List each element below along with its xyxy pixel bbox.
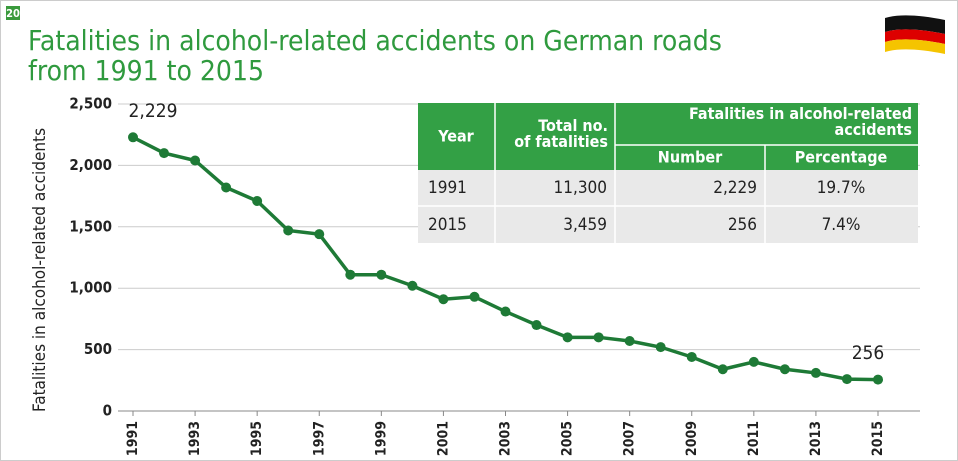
x-tick-label: 1995 <box>249 421 265 456</box>
table-header-line: Fatalities in alcohol-related <box>689 104 912 123</box>
table-header-bg <box>418 103 918 170</box>
table-cell: 2015 <box>428 215 467 235</box>
table-cell: 7.4% <box>822 215 861 235</box>
table-header: Fatalities in alcohol-related accidents <box>689 104 912 139</box>
marker <box>438 294 449 305</box>
x-tick-label: 2009 <box>684 421 700 456</box>
chart-title: Fatalities in alcohol-related accidents … <box>28 24 722 57</box>
marker <box>717 364 728 375</box>
marker <box>376 269 387 280</box>
table-cell: 3,459 <box>563 215 607 235</box>
marker <box>283 225 294 236</box>
marker <box>562 332 573 343</box>
marker <box>624 336 635 347</box>
y-tick-label: 2,500 <box>69 95 112 113</box>
marker <box>655 342 666 353</box>
y-tick-label: 0 <box>103 402 112 420</box>
marker <box>469 291 480 302</box>
marker <box>407 280 418 291</box>
marker <box>841 374 852 385</box>
table-cell: 1991 <box>428 178 467 198</box>
y-tick-label: 500 <box>84 340 112 358</box>
data-label: 2,229 <box>129 100 178 122</box>
x-tick-label: 2001 <box>435 421 451 456</box>
y-tick-label: 2,000 <box>69 156 112 174</box>
x-tick-label: 2007 <box>622 421 638 456</box>
table-cell: 256 <box>728 215 757 235</box>
table-header: Percentage <box>795 148 888 167</box>
table-header: Number <box>658 148 723 167</box>
table-header-line: of fatalities <box>514 132 608 151</box>
marker <box>221 182 232 193</box>
y-tick-label: 1,000 <box>69 279 112 297</box>
badge-box <box>6 6 20 20</box>
data-label: 256 <box>852 342 885 364</box>
marker <box>314 229 325 240</box>
marker <box>779 364 790 375</box>
marker <box>252 196 263 207</box>
table-cell: 19.7% <box>817 178 866 198</box>
x-tick-label: 1997 <box>311 421 327 456</box>
table-header: Year <box>437 127 474 146</box>
marker <box>190 155 201 166</box>
table-header: Total no. of fatalities <box>514 116 608 151</box>
table-header-line: accidents <box>835 120 912 139</box>
marker <box>159 148 170 159</box>
y-axis-label: Fatalities in alcohol-related accidents <box>30 128 50 412</box>
x-tick-label: 2015 <box>870 421 886 456</box>
marker <box>810 367 821 378</box>
table-header-line: Total no. <box>538 116 608 135</box>
x-tick-label: 1993 <box>187 421 203 456</box>
marker <box>531 320 542 331</box>
x-tick-label: 2003 <box>498 421 514 456</box>
x-tick-label: 1999 <box>373 421 389 456</box>
marker <box>345 269 356 280</box>
table-cell: 2,229 <box>713 178 757 198</box>
marker <box>128 132 138 143</box>
marker <box>748 356 759 367</box>
x-tick-label: 2013 <box>808 421 824 456</box>
marker <box>593 332 604 343</box>
chart-subtitle: from 1991 to 2015 <box>28 54 264 87</box>
x-tick-label: 2005 <box>560 421 576 456</box>
x-tick-label: 2011 <box>746 421 762 456</box>
marker <box>686 351 697 362</box>
y-tick-label: 1,500 <box>69 217 112 235</box>
marker <box>500 306 511 317</box>
table-cell: 11,300 <box>554 178 608 198</box>
table: Year Total no. of fatalities Fatalities in … <box>418 103 918 243</box>
badge: 20 <box>6 7 20 20</box>
x-tick-label: 1991 <box>125 421 141 456</box>
marker <box>873 374 883 385</box>
flag <box>885 15 945 54</box>
